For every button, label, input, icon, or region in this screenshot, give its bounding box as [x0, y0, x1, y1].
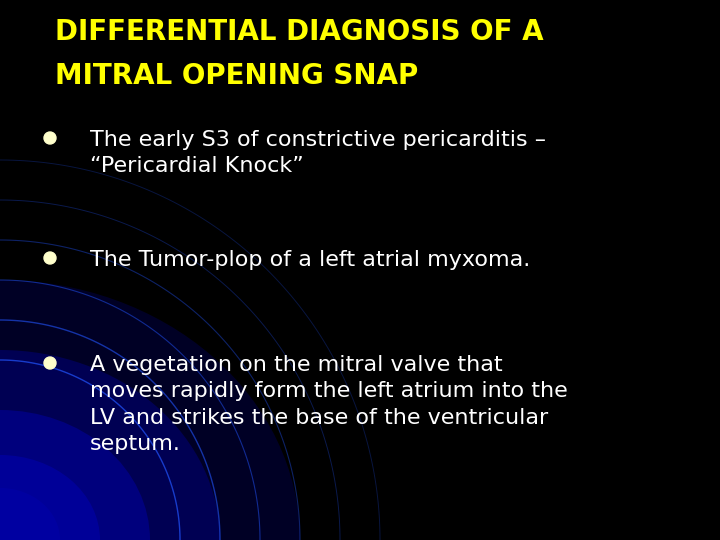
Circle shape	[44, 132, 56, 144]
Circle shape	[44, 252, 56, 264]
Text: The early S3 of constrictive pericarditis –
“Pericardial Knock”: The early S3 of constrictive pericarditi…	[90, 130, 546, 177]
Ellipse shape	[0, 410, 150, 540]
Ellipse shape	[0, 350, 220, 540]
Text: MITRAL OPENING SNAP: MITRAL OPENING SNAP	[55, 62, 418, 90]
Text: DIFFERENTIAL DIAGNOSIS OF A: DIFFERENTIAL DIAGNOSIS OF A	[55, 18, 544, 46]
Circle shape	[44, 357, 56, 369]
Ellipse shape	[0, 488, 60, 540]
Text: A vegetation on the mitral valve that
moves rapidly form the left atrium into th: A vegetation on the mitral valve that mo…	[90, 355, 568, 454]
Ellipse shape	[0, 280, 300, 540]
Text: The Tumor-plop of a left atrial myxoma.: The Tumor-plop of a left atrial myxoma.	[90, 250, 530, 270]
Ellipse shape	[0, 455, 100, 540]
